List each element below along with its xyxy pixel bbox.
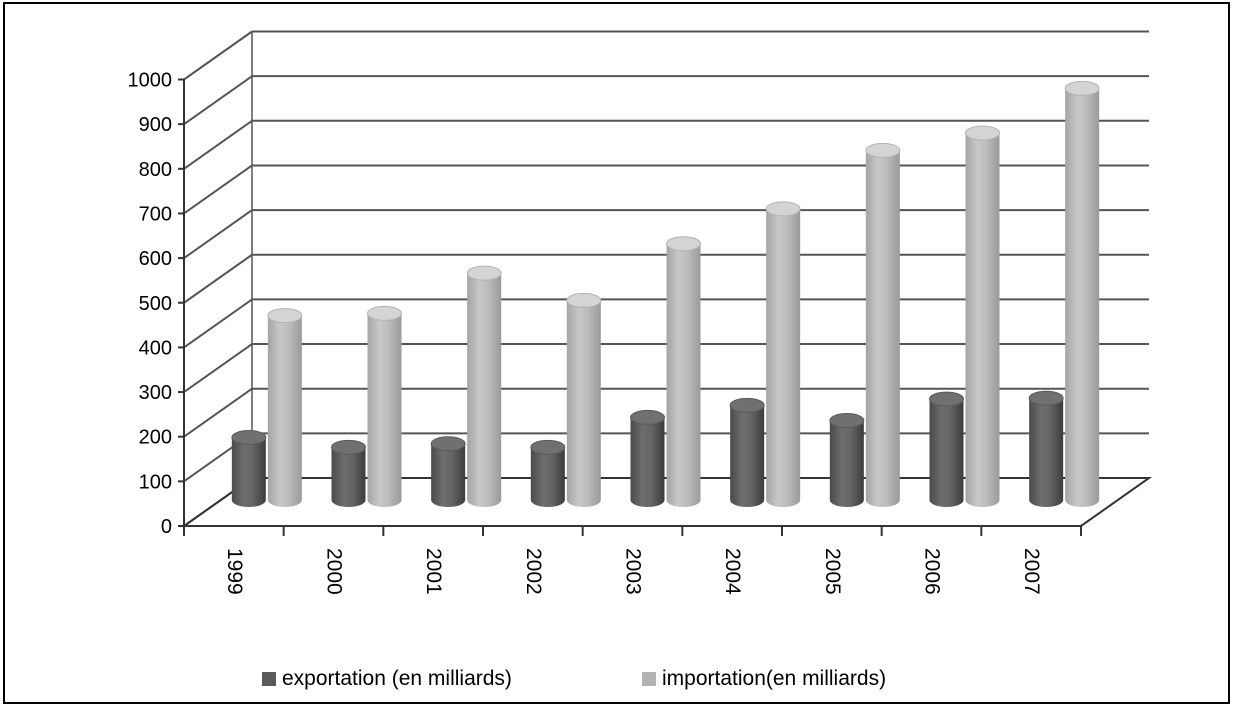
bar-top bbox=[829, 413, 865, 429]
legend-label-exportation: exportation (en milliards) bbox=[282, 667, 512, 690]
bar-importation-2002 bbox=[566, 292, 602, 507]
bar-top bbox=[530, 439, 566, 455]
x-tick-label: 2004 bbox=[721, 548, 744, 595]
y-tick-label: 300 bbox=[139, 382, 172, 404]
gridline-left bbox=[183, 298, 253, 349]
bar-exportation-2002 bbox=[530, 439, 566, 507]
gridline-left bbox=[183, 119, 253, 170]
legend: exportation (en milliards) importation(en… bbox=[262, 667, 886, 690]
y-tick-label: 0 bbox=[161, 516, 172, 538]
bar-body bbox=[267, 315, 302, 507]
bar-top bbox=[430, 436, 466, 452]
legend-swatch-exportation bbox=[262, 672, 276, 686]
bar-body bbox=[431, 443, 466, 507]
bar-importation-2001 bbox=[466, 265, 502, 507]
bar-importation-2005 bbox=[865, 142, 901, 507]
bar-exportation-2006 bbox=[929, 391, 964, 507]
y-tick-label: 1000 bbox=[128, 70, 173, 92]
x-tick-label: 2003 bbox=[622, 548, 645, 595]
bar-top bbox=[929, 391, 964, 407]
x-tick-label: 2006 bbox=[921, 548, 944, 595]
bar-body bbox=[367, 313, 402, 507]
legend-swatch-importation bbox=[642, 672, 656, 686]
bar-exportation-2003 bbox=[630, 409, 665, 507]
bar-top bbox=[865, 142, 901, 158]
bar-exportation-2005 bbox=[829, 413, 865, 507]
bar-body bbox=[1029, 398, 1064, 507]
gridline-left bbox=[183, 387, 253, 438]
y-tick-label: 600 bbox=[139, 248, 172, 270]
gridline-left bbox=[183, 253, 253, 304]
bar-exportation-2001 bbox=[430, 436, 466, 507]
x-tick-label: 1999 bbox=[223, 548, 246, 595]
bar-top bbox=[1028, 390, 1064, 406]
y-tick-label: 500 bbox=[139, 293, 172, 315]
gridline-left bbox=[183, 75, 253, 125]
bar-body bbox=[530, 447, 565, 507]
y-tick-label: 100 bbox=[139, 471, 172, 493]
y-tick-label: 900 bbox=[139, 114, 172, 136]
bar-top bbox=[466, 265, 502, 281]
bar-body bbox=[865, 150, 900, 507]
legend-label-importation: importation(en milliards) bbox=[662, 667, 886, 690]
bar-importation-2004 bbox=[765, 201, 801, 507]
bar-body bbox=[566, 300, 601, 507]
x-tick-label: 2007 bbox=[1020, 548, 1043, 595]
gridline-left bbox=[183, 343, 253, 393]
gridline-left bbox=[183, 209, 253, 259]
outer-border bbox=[3, 2, 1230, 704]
bar-body bbox=[331, 447, 366, 507]
label-layer: 0 100 200 300 400 500 600 700 800 900 1000 1999 2000… bbox=[128, 70, 1044, 596]
bar-exportation-2007 bbox=[1028, 390, 1064, 507]
gridline-left bbox=[183, 164, 253, 215]
bar-top bbox=[765, 201, 801, 217]
bar-top bbox=[965, 125, 1000, 141]
bar-exportation-2004 bbox=[729, 397, 765, 507]
bar-body bbox=[231, 437, 266, 507]
bar-top bbox=[331, 439, 366, 455]
x-tick-label: 2000 bbox=[323, 548, 346, 595]
bar-body bbox=[766, 208, 801, 507]
bar-importation-2006 bbox=[965, 125, 1000, 508]
bar-top bbox=[630, 409, 665, 425]
bar-body bbox=[965, 132, 1000, 508]
bar-body bbox=[1065, 88, 1100, 508]
axis-layer bbox=[178, 78, 1153, 536]
bar-top bbox=[367, 305, 402, 321]
bar-importation-2007 bbox=[1064, 80, 1100, 508]
bar-top bbox=[666, 236, 701, 252]
bar-top bbox=[729, 397, 765, 413]
bar-top bbox=[1064, 80, 1100, 96]
bar-body bbox=[467, 273, 502, 507]
y-tick-label: 800 bbox=[139, 159, 172, 181]
bar-exportation-2000 bbox=[331, 439, 366, 507]
bar-body bbox=[730, 405, 765, 507]
gridline-left bbox=[183, 30, 253, 81]
bar-importation-1999 bbox=[267, 308, 303, 507]
bar-top bbox=[231, 429, 267, 445]
x-tick-label: 2005 bbox=[821, 548, 844, 595]
bar-body bbox=[829, 420, 864, 507]
bar-body bbox=[630, 417, 665, 507]
bar-body bbox=[929, 399, 964, 507]
y-tick-label: 400 bbox=[139, 337, 172, 359]
bar-exportation-1999 bbox=[231, 429, 267, 507]
bar-top bbox=[267, 308, 303, 324]
x-tick-label: 2001 bbox=[422, 548, 445, 595]
bar-top bbox=[566, 292, 602, 308]
y-tick-label: 200 bbox=[139, 427, 172, 449]
bar-layer bbox=[231, 80, 1100, 508]
bar-importation-2000 bbox=[367, 305, 402, 507]
bar-body bbox=[666, 243, 701, 508]
y-tick-label: 700 bbox=[139, 203, 172, 225]
bar-importation-2003 bbox=[666, 236, 701, 508]
x-tick-label: 2002 bbox=[522, 548, 545, 595]
